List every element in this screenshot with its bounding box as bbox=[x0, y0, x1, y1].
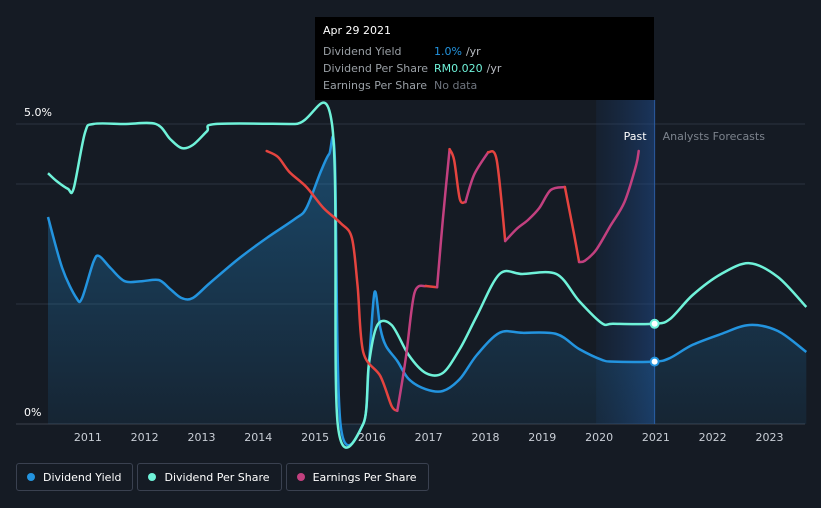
legend-item-earnings-per-share[interactable]: Earnings Per Share bbox=[285, 463, 429, 491]
x-tick-label: 2013 bbox=[187, 431, 215, 444]
tooltip-label: Dividend Per Share bbox=[323, 62, 429, 75]
x-tick-label: 2019 bbox=[528, 431, 556, 444]
legend-item-dividend-yield[interactable]: Dividend Yield bbox=[16, 463, 134, 491]
dividend-per-share-line bbox=[47, 101, 808, 449]
legend-dot-icon bbox=[296, 473, 305, 481]
dividend-yield-marker bbox=[649, 356, 660, 367]
y-tick-label: 0% bbox=[24, 406, 41, 419]
earnings-per-share-line bbox=[563, 185, 581, 264]
tooltip-value: 1.0% bbox=[434, 45, 462, 58]
tooltip-value: RM0.020 bbox=[434, 62, 483, 75]
tooltip-label: Dividend Yield bbox=[323, 45, 402, 58]
chart-legend: Dividend Yield Dividend Per Share Earnin… bbox=[16, 463, 429, 491]
x-tick-label: 2020 bbox=[585, 431, 613, 444]
past-label: Past bbox=[624, 130, 648, 143]
hover-tooltip: Apr 29 2021 Dividend Yield 1.0% /yr Divi… bbox=[315, 17, 654, 100]
tooltip-date: Apr 29 2021 bbox=[323, 24, 392, 37]
legend-label: Dividend Yield bbox=[43, 470, 122, 484]
tooltip-unit: /yr bbox=[465, 45, 481, 58]
x-tick-label: 2016 bbox=[358, 431, 386, 444]
legend-dot-icon bbox=[27, 473, 35, 481]
legend-label: Dividend Per Share bbox=[164, 470, 270, 484]
x-tick-label: 2021 bbox=[642, 431, 670, 444]
y-tick-label: 5.0% bbox=[24, 106, 52, 119]
earnings-per-share-line bbox=[503, 185, 567, 243]
legend-dot-icon bbox=[148, 473, 157, 481]
earnings-per-share-line bbox=[265, 149, 399, 413]
axes: 5.0% 0% 2011 2012 2013 2014 2015 2016 2017 2018 20… bbox=[24, 106, 783, 444]
earnings-per-share-line bbox=[577, 149, 640, 264]
forecast-label: Analysts Forecasts bbox=[663, 130, 766, 143]
earnings-per-share-line bbox=[486, 149, 507, 243]
tooltip-row-earnings-per-share: Earnings Per Share No data bbox=[323, 77, 646, 94]
hover-markers bbox=[649, 318, 660, 367]
x-tick-label: 2018 bbox=[471, 431, 499, 444]
x-tick-label: 2022 bbox=[699, 431, 727, 444]
earnings-per-share-line bbox=[396, 284, 427, 413]
tooltip-label: Earnings Per Share bbox=[323, 79, 428, 92]
x-tick-label: 2017 bbox=[415, 431, 443, 444]
x-tick-label: 2015 bbox=[301, 431, 329, 444]
earnings-per-share-line bbox=[448, 147, 467, 205]
tooltip-value: No data bbox=[434, 79, 478, 92]
x-tick-label: 2012 bbox=[131, 431, 159, 444]
legend-label: Earnings Per Share bbox=[312, 470, 417, 484]
tooltip-row-dividend-per-share: Dividend Per Share RM0.020 /yr bbox=[323, 60, 646, 77]
legend-item-dividend-per-share[interactable]: Dividend Per Share bbox=[137, 463, 282, 491]
x-tick-label: 2011 bbox=[74, 431, 102, 444]
dividend-yield-area bbox=[48, 136, 807, 446]
x-tick-label: 2023 bbox=[755, 431, 783, 444]
earnings-per-share-line bbox=[435, 147, 451, 289]
tooltip-unit: /yr bbox=[486, 62, 502, 75]
x-tick-label: 2014 bbox=[244, 431, 272, 444]
tooltip-row-dividend-yield: Dividend Yield 1.0% /yr bbox=[323, 43, 646, 60]
earnings-per-share-line bbox=[464, 150, 490, 204]
series-layer bbox=[46, 101, 808, 449]
earnings-per-share-line bbox=[424, 284, 439, 289]
dividend-per-share-marker bbox=[649, 318, 660, 329]
